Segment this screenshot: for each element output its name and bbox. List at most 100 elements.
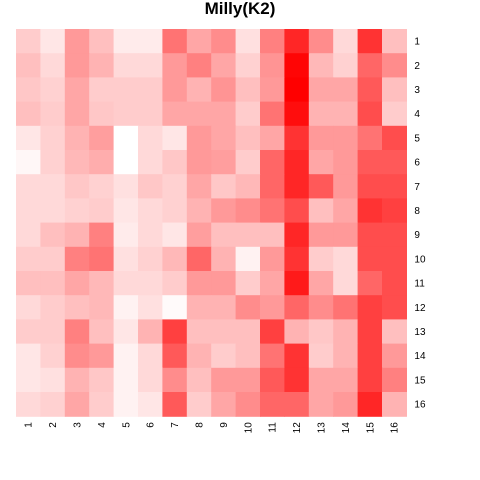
heatmap-cell [113, 295, 139, 320]
heatmap-cell [235, 319, 261, 345]
heatmap-cell [235, 198, 261, 224]
heatmap-cell [113, 271, 139, 296]
heatmap-cell [162, 101, 188, 127]
heatmap-cell [260, 222, 285, 248]
heatmap-cell [235, 222, 261, 248]
heatmap-cell [162, 150, 188, 175]
heatmap-cell [64, 343, 90, 369]
heatmap-cell [235, 125, 261, 151]
heatmap-cell [113, 125, 139, 151]
heatmap-cell [89, 271, 115, 296]
heatmap-cell [40, 392, 66, 417]
heatmap-cell [284, 295, 310, 320]
heatmap-cell [382, 150, 407, 175]
heatmap-cell [357, 29, 383, 54]
heatmap-cell [260, 29, 285, 54]
heatmap-cell [16, 150, 41, 175]
heatmap-cell [235, 343, 261, 369]
heatmap-cell [235, 271, 261, 296]
heatmap-cell [211, 295, 237, 320]
heatmap-cell [16, 222, 41, 248]
heatmap-cell [138, 53, 163, 78]
heatmap-cell [357, 53, 383, 78]
heatmap-cell [382, 53, 407, 78]
heatmap-cell [89, 222, 115, 248]
heatmap-cell [89, 77, 115, 103]
heatmap-cell [113, 29, 139, 54]
row-label: 2 [414, 61, 420, 72]
heatmap-cell [284, 77, 310, 103]
heatmap-cell [138, 222, 163, 248]
heatmap-cell [64, 150, 90, 175]
heatmap-cell [16, 174, 41, 199]
heatmap-cell [308, 101, 334, 127]
heatmap-cell [284, 174, 310, 199]
heatmap-cell [186, 343, 212, 369]
heatmap-cell [64, 271, 90, 296]
heatmap-cell [186, 101, 212, 127]
heatmap-cell [211, 174, 237, 199]
heatmap-cell [235, 150, 261, 175]
heatmap-cell [186, 222, 212, 248]
heatmap-cell [64, 101, 90, 127]
column-label: 1 [24, 422, 35, 428]
heatmap-cell [40, 222, 66, 248]
heatmap-cell [260, 198, 285, 224]
heatmap-cell [308, 367, 334, 393]
heatmap-cell [89, 343, 115, 369]
heatmap-cell [16, 319, 41, 345]
heatmap-cell [138, 367, 163, 393]
heatmap-cell [382, 367, 407, 393]
heatmap-cell [113, 77, 139, 103]
heatmap-cell [382, 271, 407, 296]
heatmap-cell [235, 367, 261, 393]
heatmap-cell [89, 101, 115, 127]
heatmap-cell [382, 246, 407, 272]
heatmap-cell [64, 246, 90, 272]
heatmap-cell [162, 125, 188, 151]
heatmap-cell [211, 198, 237, 224]
heatmap-cell [211, 222, 237, 248]
heatmap-cell [211, 319, 237, 345]
heatmap-cell [138, 392, 163, 417]
heatmap-cell [211, 343, 237, 369]
column-label: 3 [73, 422, 84, 428]
heatmap-cell [211, 150, 237, 175]
heatmap-cell [284, 198, 310, 224]
heatmap-cell [308, 53, 334, 78]
heatmap-cell [162, 343, 188, 369]
heatmap-cell [40, 246, 66, 272]
heatmap-cell [211, 29, 237, 54]
heatmap-cell [382, 222, 407, 248]
heatmap-cell [333, 343, 359, 369]
heatmap-cell [113, 246, 139, 272]
heatmap-cell [308, 343, 334, 369]
heatmap-cell [382, 29, 407, 54]
column-label: 16 [390, 422, 401, 434]
heatmap-cell [308, 222, 334, 248]
row-label: 12 [414, 303, 426, 314]
heatmap-cell [211, 77, 237, 103]
heatmap-cell [40, 295, 66, 320]
heatmap-cell [308, 392, 334, 417]
heatmap-cell [113, 343, 139, 369]
heatmap-cell [284, 246, 310, 272]
heatmap-cell [89, 392, 115, 417]
heatmap-cell [284, 29, 310, 54]
heatmap-cell [211, 392, 237, 417]
heatmap-cell [138, 77, 163, 103]
column-label: 14 [341, 422, 352, 434]
heatmap-cell [284, 343, 310, 369]
column-label: 8 [195, 422, 206, 428]
heatmap-cell [16, 367, 41, 393]
heatmap-cell [357, 271, 383, 296]
heatmap-cell [138, 271, 163, 296]
column-label: 11 [268, 422, 279, 433]
heatmap-cell [138, 101, 163, 127]
column-label: 7 [170, 422, 181, 428]
heatmap-cell [40, 53, 66, 78]
heatmap-cell [89, 150, 115, 175]
heatmap-cell [40, 125, 66, 151]
heatmap-cell [284, 53, 310, 78]
heatmap-cell [333, 101, 359, 127]
